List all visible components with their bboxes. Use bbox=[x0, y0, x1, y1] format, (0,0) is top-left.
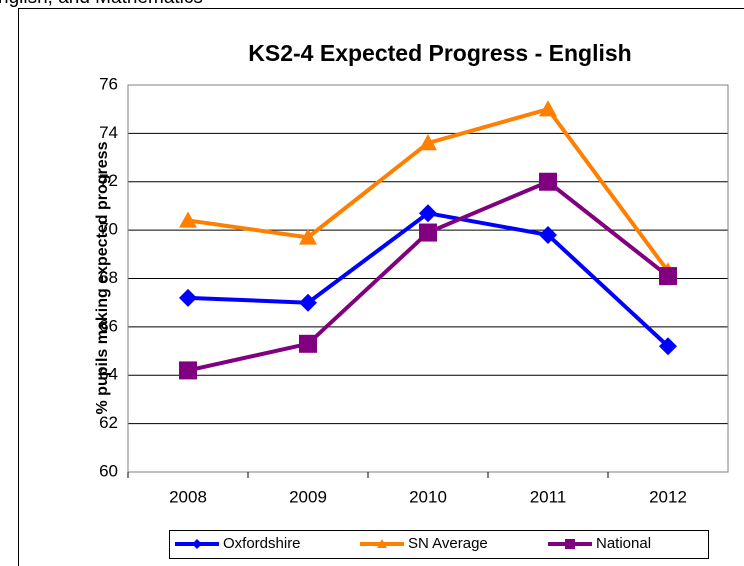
y-tick-label: 64 bbox=[99, 365, 118, 384]
y-tick-label: 62 bbox=[99, 413, 118, 432]
chart-title: KS2-4 Expected Progress - English bbox=[248, 40, 631, 66]
marker bbox=[659, 267, 677, 286]
marker bbox=[179, 211, 197, 228]
marker bbox=[179, 288, 197, 307]
marker bbox=[299, 228, 317, 245]
marker bbox=[659, 337, 677, 356]
x-tick-label: 2008 bbox=[169, 487, 207, 506]
marker bbox=[565, 539, 575, 549]
y-tick-label: 68 bbox=[99, 268, 118, 287]
marker bbox=[299, 293, 317, 312]
marker bbox=[192, 539, 202, 549]
marker bbox=[179, 361, 197, 380]
plot-area bbox=[127, 84, 729, 473]
y-tick-label: 70 bbox=[99, 220, 118, 239]
y-tick-label: 72 bbox=[99, 171, 118, 190]
marker bbox=[539, 172, 557, 191]
marker bbox=[419, 223, 437, 242]
y-tick-label: 60 bbox=[99, 461, 118, 480]
y-tick-label: 76 bbox=[99, 74, 118, 93]
marker bbox=[299, 334, 317, 353]
legend bbox=[169, 530, 709, 559]
x-tick-label: 2009 bbox=[289, 487, 327, 506]
caption: nglish, and Mathematics bbox=[0, 0, 203, 8]
y-axis-label: % pupils making expected progress bbox=[94, 141, 111, 414]
y-tick-label: 66 bbox=[99, 316, 118, 335]
marker bbox=[419, 204, 437, 223]
legend-label: Oxfordshire bbox=[223, 535, 301, 552]
chart-frame bbox=[18, 8, 744, 566]
y-tick-label: 74 bbox=[99, 123, 118, 142]
legend-label: SN Average bbox=[408, 535, 488, 552]
x-tick-label: 2010 bbox=[409, 487, 447, 506]
x-tick-label: 2012 bbox=[649, 487, 687, 506]
x-tick-label: 2011 bbox=[530, 487, 567, 506]
marker bbox=[539, 225, 557, 244]
marker bbox=[419, 134, 437, 151]
marker bbox=[377, 539, 387, 548]
marker bbox=[539, 100, 557, 117]
legend-label: National bbox=[596, 535, 651, 552]
